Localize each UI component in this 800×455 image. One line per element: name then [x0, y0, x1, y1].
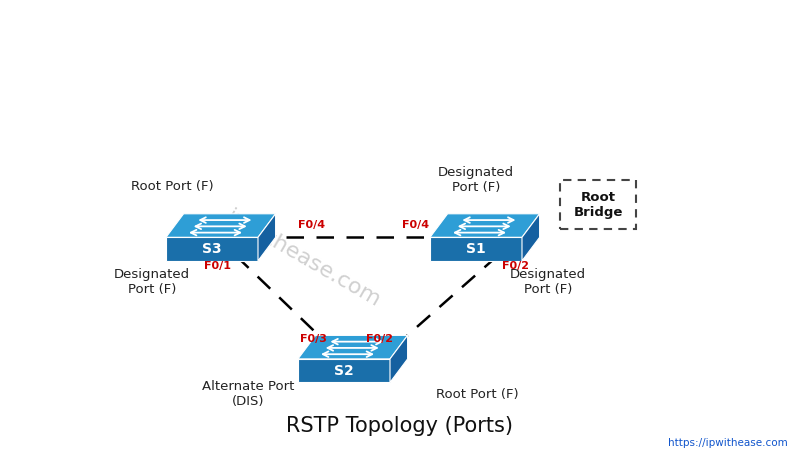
Text: Root
Bridge: Root Bridge [574, 191, 622, 219]
Text: https://ipwithease.com: https://ipwithease.com [668, 438, 788, 448]
Polygon shape [298, 335, 407, 359]
Polygon shape [258, 214, 275, 261]
Text: S1: S1 [466, 242, 486, 256]
Text: Rapid Spanning Tree Protocol (RSTP): Rapid Spanning Tree Protocol (RSTP) [110, 17, 690, 46]
Text: ipwithease.com: ipwithease.com [223, 207, 385, 311]
Text: RSTP Topology (Ports): RSTP Topology (Ports) [286, 415, 514, 435]
Text: Designated
Port (F): Designated Port (F) [510, 268, 586, 296]
Text: Designated
Port (F): Designated Port (F) [438, 167, 514, 194]
Text: F0/2: F0/2 [502, 261, 529, 271]
Polygon shape [166, 238, 258, 261]
Polygon shape [430, 214, 539, 238]
Polygon shape [298, 359, 390, 383]
Text: F0/4: F0/4 [402, 220, 430, 230]
Polygon shape [430, 238, 522, 261]
Text: F0/4: F0/4 [298, 220, 326, 230]
Polygon shape [390, 335, 407, 383]
Text: F0/3: F0/3 [299, 334, 326, 344]
Text: S3: S3 [202, 242, 222, 256]
Text: Root Port (F): Root Port (F) [436, 388, 518, 401]
Text: S2: S2 [334, 364, 354, 378]
Text: F0/2: F0/2 [366, 334, 394, 344]
FancyBboxPatch shape [560, 181, 636, 229]
Text: Root Port (F): Root Port (F) [130, 180, 214, 193]
Text: Alternate Port
(DIS): Alternate Port (DIS) [202, 380, 294, 408]
Polygon shape [166, 214, 275, 238]
Polygon shape [522, 214, 539, 261]
Text: F0/1: F0/1 [204, 261, 231, 271]
Text: Designated
Port (F): Designated Port (F) [114, 268, 190, 296]
